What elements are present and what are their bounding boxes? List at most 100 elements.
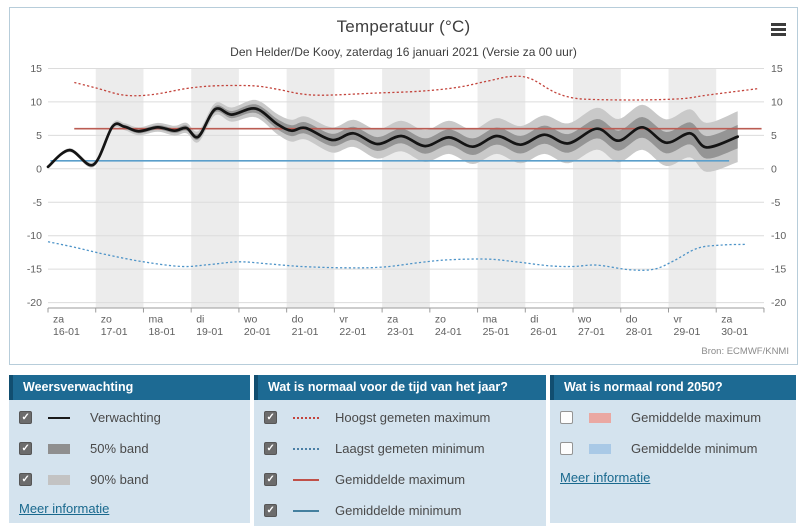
day-band: [668, 68, 717, 308]
series-hoogst-gemeten-maximum: [74, 75, 760, 101]
x-axis-label-date: 30-01: [721, 326, 748, 338]
x-axis-label-day: zo: [435, 314, 446, 326]
x-axis-label-date: 18-01: [148, 326, 175, 338]
x-axis-label-date: 21-01: [292, 326, 319, 338]
series-50-band: [48, 104, 738, 168]
x-axis-label-day: za: [721, 314, 732, 326]
legend-label: 50% band: [90, 441, 149, 456]
x-axis-label-day: zo: [101, 314, 112, 326]
x-axis-label-date: 17-01: [101, 326, 128, 338]
legend-row-90-band: 90% band: [9, 464, 250, 495]
x-axis-label-day: do: [292, 314, 304, 326]
y-axis-label-right: -20: [771, 297, 786, 309]
legend-label: Hoogst gemeten maximum: [335, 410, 491, 425]
day-band: [477, 68, 526, 308]
panel-title: Weersverwachting: [9, 375, 250, 400]
y-axis-label-right: -15: [771, 264, 786, 276]
x-axis-label-day: za: [53, 314, 64, 326]
y-axis-label-left: 15: [30, 63, 42, 75]
panel-weersverwachting: Weersverwachting Verwachting 50% band 90…: [9, 375, 250, 523]
meer-informatie-link[interactable]: Meer informatie: [19, 501, 110, 516]
y-axis-label-left: 10: [30, 96, 42, 108]
y-axis-label-right: -5: [771, 197, 780, 209]
y-axis-label-left: 5: [36, 130, 42, 142]
legend-row-hoogst-maximum: Hoogst gemeten maximum: [254, 402, 546, 433]
checkbox-laagst-minimum[interactable]: [264, 442, 277, 455]
panel-title: Wat is normaal rond 2050?: [550, 375, 796, 400]
day-band: [286, 68, 335, 308]
legend-row-gemiddelde-minimum: Gemiddelde minimum: [254, 495, 546, 526]
day-band: [573, 68, 621, 308]
x-axis-label-date: 23-01: [387, 326, 414, 338]
legend-row-2050-minimum: Gemiddelde minimum: [550, 433, 796, 464]
x-axis-label-day: ma: [148, 314, 163, 326]
x-axis-label-day: vr: [339, 314, 348, 326]
x-axis-label-date: 25-01: [483, 326, 510, 338]
x-axis-label-day: do: [626, 314, 638, 326]
legend-row-gemiddelde-maximum: Gemiddelde maximum: [254, 464, 546, 495]
x-axis-label-day: wo: [577, 314, 592, 326]
checkbox-50-band[interactable]: [19, 442, 32, 455]
pink-band-swatch: [589, 412, 611, 423]
legend-row-2050-maximum: Gemiddelde maximum: [550, 402, 796, 433]
hamburger-icon: [771, 23, 786, 36]
y-axis-label-left: -10: [27, 230, 42, 242]
y-axis-label-left: -5: [33, 197, 42, 209]
chart-context-menu-button[interactable]: [771, 23, 786, 38]
y-axis-label-left: 0: [36, 163, 42, 175]
chart-title: Temperatuur (°C): [336, 17, 471, 36]
series-verwachting: [46, 107, 740, 169]
legend-label: Verwachting: [90, 410, 161, 425]
band-50-swatch: [48, 443, 70, 454]
checkbox-90-band[interactable]: [19, 473, 32, 486]
legend-label: Gemiddelde maximum: [631, 410, 762, 425]
legend-label: 90% band: [90, 472, 149, 487]
checkbox-verwachting[interactable]: [19, 411, 32, 424]
legend-row-verwachting: Verwachting: [9, 402, 250, 433]
y-axis-label-left: -15: [27, 264, 42, 276]
x-axis-label-date: 19-01: [196, 326, 223, 338]
checkbox-2050-maximum[interactable]: [560, 411, 573, 424]
x-axis-label-day: ma: [483, 314, 498, 326]
x-axis-label-date: 16-01: [53, 326, 80, 338]
legend-label: Gemiddelde maximum: [335, 472, 466, 487]
dotted-red-line-swatch: [293, 416, 319, 419]
panel-normaal-tijd-van-jaar: Wat is normaal voor de tijd van het jaar…: [254, 375, 546, 526]
checkbox-gemiddelde-minimum[interactable]: [264, 504, 277, 517]
x-axis-label-date: 22-01: [339, 326, 366, 338]
x-axis-label-date: 20-01: [244, 326, 271, 338]
y-axis-label-right: 10: [771, 96, 783, 108]
verwachting-line-swatch: [48, 416, 70, 419]
source-credit: Bron: ECMWF/KNMI: [701, 346, 789, 357]
y-axis-label-left: -20: [27, 297, 42, 309]
temperature-plume-widget: 15 15 10 10 5 5 0 0 -5 -5 -10 -10 -15 -15 -20 -20 za 16-0…: [9, 7, 798, 365]
day-band: [95, 68, 144, 308]
x-axis-label-date: 28-01: [626, 326, 653, 338]
series-laagst-gemeten-minimum: [47, 241, 745, 271]
day-band: [382, 68, 430, 308]
dotted-blue-line-swatch: [293, 447, 319, 450]
checkbox-2050-minimum[interactable]: [560, 442, 573, 455]
legend-panels: Weersverwachting Verwachting 50% band 90…: [9, 375, 796, 526]
checkbox-gemiddelde-maximum[interactable]: [264, 473, 277, 486]
red-line-swatch: [293, 478, 319, 481]
legend-label: Gemiddelde minimum: [631, 441, 758, 456]
legend-row-50-band: 50% band: [9, 433, 250, 464]
band-90-swatch: [48, 474, 70, 485]
checkbox-hoogst-maximum[interactable]: [264, 411, 277, 424]
blue-line-swatch: [293, 509, 319, 512]
lightblue-band-swatch: [589, 443, 611, 454]
y-axis-label-right: -10: [771, 230, 786, 242]
x-axis-label-date: 24-01: [435, 326, 462, 338]
y-axis-label-right: 15: [771, 63, 783, 75]
y-axis-label-right: 5: [771, 130, 777, 142]
y-axis-label-right: 0: [771, 163, 777, 175]
x-axis-label-date: 26-01: [530, 326, 557, 338]
x-axis-label-date: 29-01: [673, 326, 700, 338]
x-axis-label-day: za: [387, 314, 398, 326]
panel-title: Wat is normaal voor de tijd van het jaar…: [254, 375, 546, 400]
meer-informatie-link[interactable]: Meer informatie: [560, 470, 651, 485]
x-axis-label-day: di: [196, 314, 204, 326]
x-axis-label-day: vr: [673, 314, 682, 326]
